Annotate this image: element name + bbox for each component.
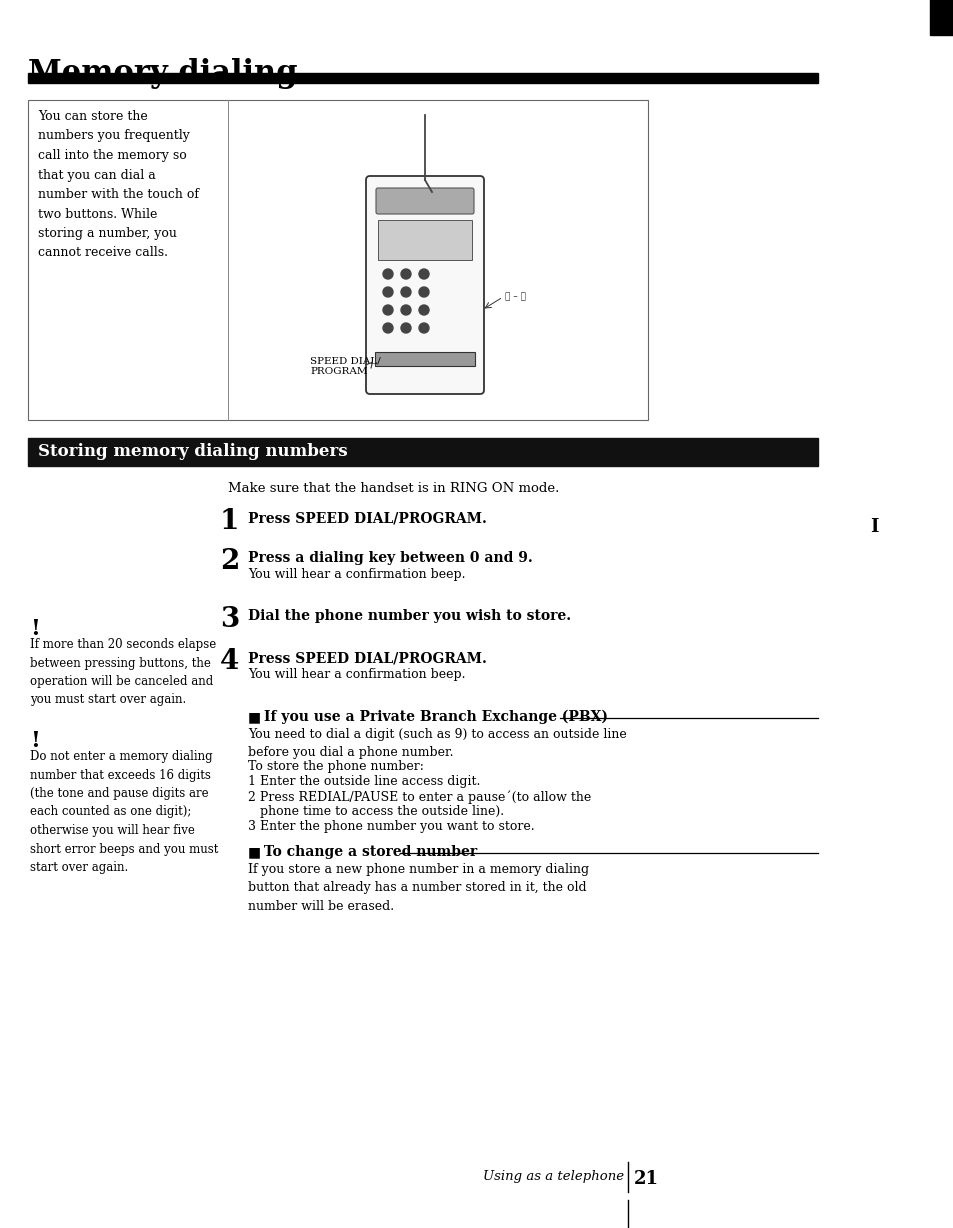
Circle shape — [418, 305, 429, 316]
Text: I: I — [869, 518, 878, 535]
Circle shape — [400, 323, 411, 333]
Text: Memory dialing: Memory dialing — [28, 58, 297, 88]
Text: Press SPEED DIAL/PROGRAM.: Press SPEED DIAL/PROGRAM. — [248, 651, 486, 666]
Text: If you use a Private Branch Exchange (PBX): If you use a Private Branch Exchange (PB… — [258, 710, 607, 725]
Text: 3: 3 — [220, 605, 239, 632]
Circle shape — [418, 269, 429, 279]
Circle shape — [418, 323, 429, 333]
Text: phone time to access the outside line).: phone time to access the outside line). — [248, 806, 503, 818]
Text: 1: 1 — [220, 508, 239, 535]
Text: You will hear a confirmation beep.: You will hear a confirmation beep. — [248, 668, 465, 682]
Text: SPEED DIAL/
PROGRAM: SPEED DIAL/ PROGRAM — [310, 357, 380, 377]
Bar — [375, 352, 475, 366]
Text: ■: ■ — [248, 710, 261, 725]
Text: Using as a telephone: Using as a telephone — [482, 1170, 623, 1183]
Text: 2: 2 — [220, 548, 239, 575]
Bar — [28, 99, 647, 420]
Text: 1 Enter the outside line access digit.: 1 Enter the outside line access digit. — [248, 775, 480, 788]
Text: Press SPEED DIAL/PROGRAM.: Press SPEED DIAL/PROGRAM. — [248, 511, 486, 526]
Circle shape — [400, 269, 411, 279]
Circle shape — [400, 305, 411, 316]
Text: To store the phone number:: To store the phone number: — [248, 760, 423, 772]
Text: Storing memory dialing numbers: Storing memory dialing numbers — [38, 443, 347, 460]
Circle shape — [382, 287, 393, 297]
Circle shape — [382, 269, 393, 279]
Text: If more than 20 seconds elapse
between pressing buttons, the
operation will be c: If more than 20 seconds elapse between p… — [30, 639, 216, 706]
Text: You need to dial a digit (such as 9) to access an outside line
before you dial a: You need to dial a digit (such as 9) to … — [248, 728, 626, 759]
Text: You can store the
numbers you frequently
call into the memory so
that you can di: You can store the numbers you frequently… — [38, 111, 199, 259]
Circle shape — [418, 287, 429, 297]
Text: You will hear a confirmation beep.: You will hear a confirmation beep. — [248, 569, 465, 581]
Text: Press a dialing key between 0 and 9.: Press a dialing key between 0 and 9. — [248, 551, 532, 565]
Bar — [28, 438, 817, 465]
Text: To change a stored number: To change a stored number — [258, 845, 476, 860]
Text: 21: 21 — [634, 1170, 659, 1187]
Text: 4: 4 — [220, 648, 239, 675]
Text: Do not enter a memory dialing
number that exceeds 16 digits
(the tone and pause : Do not enter a memory dialing number tha… — [30, 750, 218, 874]
Text: 3 Enter the phone number you want to store.: 3 Enter the phone number you want to sto… — [248, 820, 534, 833]
Bar — [929, 0, 953, 36]
Bar — [28, 72, 817, 84]
Circle shape — [382, 323, 393, 333]
Text: !: ! — [30, 729, 40, 752]
FancyBboxPatch shape — [375, 188, 474, 214]
Text: ⓞ – Ⓨ: ⓞ – Ⓨ — [504, 292, 525, 301]
Text: Make sure that the handset is in RING ON mode.: Make sure that the handset is in RING ON… — [228, 483, 558, 495]
Circle shape — [400, 287, 411, 297]
Text: ■: ■ — [248, 845, 261, 860]
Text: !: ! — [30, 618, 40, 640]
FancyBboxPatch shape — [366, 176, 483, 394]
Text: Dial the phone number you wish to store.: Dial the phone number you wish to store. — [248, 609, 571, 623]
Circle shape — [382, 305, 393, 316]
Text: If you store a new phone number in a memory dialing
button that already has a nu: If you store a new phone number in a mem… — [248, 863, 589, 912]
Bar — [377, 220, 472, 260]
Text: 2 Press REDIAL/PAUSE to enter a pause´(to allow the: 2 Press REDIAL/PAUSE to enter a pause´(t… — [248, 790, 591, 803]
